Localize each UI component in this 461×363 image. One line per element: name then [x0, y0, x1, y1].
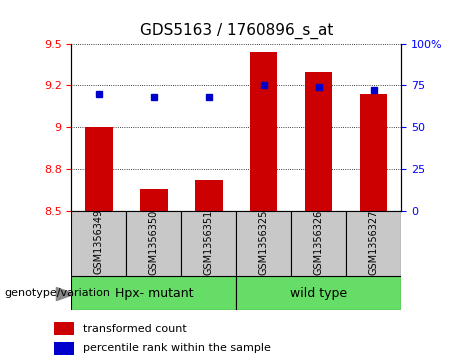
Bar	[54, 322, 75, 335]
Bar	[236, 211, 291, 276]
Bar	[346, 211, 401, 276]
Bar	[195, 180, 223, 211]
Text: percentile rank within the sample: percentile rank within the sample	[83, 343, 271, 354]
Bar	[85, 127, 112, 211]
Bar	[140, 189, 168, 211]
Text: GSM1356326: GSM1356326	[313, 209, 324, 274]
Text: GSM1356325: GSM1356325	[259, 209, 269, 274]
Text: GSM1356349: GSM1356349	[94, 209, 104, 274]
Text: genotype/variation: genotype/variation	[5, 288, 111, 298]
Text: Hpx- mutant: Hpx- mutant	[115, 287, 193, 299]
Text: wild type: wild type	[290, 287, 347, 299]
Bar	[71, 211, 126, 276]
Text: GSM1356350: GSM1356350	[149, 209, 159, 274]
Bar	[236, 276, 401, 310]
Bar	[71, 276, 236, 310]
Bar	[291, 211, 346, 276]
Bar	[54, 342, 75, 355]
Polygon shape	[56, 287, 75, 301]
Text: GSM1356351: GSM1356351	[204, 209, 214, 274]
Bar	[181, 211, 236, 276]
Title: GDS5163 / 1760896_s_at: GDS5163 / 1760896_s_at	[140, 23, 333, 40]
Text: transformed count: transformed count	[83, 324, 186, 334]
Bar	[126, 211, 181, 276]
Bar	[360, 94, 387, 211]
Text: GSM1356327: GSM1356327	[369, 209, 378, 274]
Bar	[250, 52, 278, 211]
Bar	[305, 72, 332, 211]
